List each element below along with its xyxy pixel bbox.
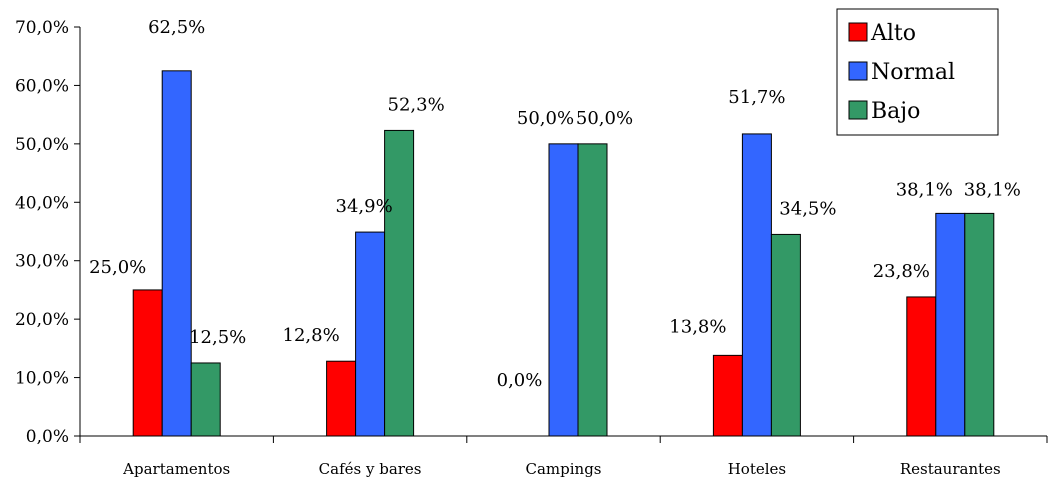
x-tick-label: Cafés y bares [319,460,422,478]
bar-normal [935,212,966,437]
bar-bajo [577,143,608,437]
bar-normal [741,133,772,437]
y-axis: 0,0% 10,0% 20,0% 30,0% 40,0% 50,0% 60,0% 70,0% [15,18,81,447]
bar-normal [355,231,386,437]
bar-bajo [964,212,995,437]
data-label: 62,5% [148,17,205,38]
legend-label: Alto [870,21,916,46]
x-axis: Apartamentos Cafés y bares Campings Hoteles… [79,435,1048,478]
bar-normal [161,70,192,437]
y-tick-label: 10,0% [15,369,69,389]
legend: Alto Normal Bajo [836,8,999,136]
data-label: 38,1% [896,179,953,200]
y-tick-label: 40,0% [15,193,69,213]
data-label: 38,1% [964,179,1021,200]
y-tick-label: 30,0% [15,252,69,272]
bar-normal [548,143,579,437]
data-label: 50,0% [576,108,633,129]
y-tick-label: 60,0% [15,76,69,96]
data-label: 0,0% [497,370,543,391]
bars [132,70,995,437]
bar-alto [132,289,163,437]
legend-swatch-alto [848,22,868,42]
data-label: 34,5% [779,198,836,219]
data-label: 34,9% [336,196,393,217]
data-label: 50,0% [517,108,574,129]
legend-swatch-normal [848,61,868,81]
bar-alto [906,296,937,437]
x-tick-label: Apartamentos [122,460,230,478]
x-tick-label: Restaurantes [900,460,1001,478]
data-label: 23,8% [873,261,930,282]
bar-bajo [770,233,801,437]
data-label: 13,8% [669,316,726,337]
legend-swatch-bajo [848,100,868,120]
x-tick-label: Campings [525,460,601,478]
x-tick-label: Hoteles [728,460,786,478]
bar-bajo [190,362,221,437]
data-label: 51,7% [728,87,785,108]
legend-label: Normal [871,60,955,85]
y-tick-label: 20,0% [15,310,69,330]
legend-label: Bajo [871,99,920,124]
y-tick-label: 0,0% [26,427,69,447]
data-label: 52,3% [388,94,445,115]
y-tick-label: 70,0% [15,18,69,38]
bar-alto [326,360,357,437]
bar-bajo [384,129,415,437]
data-label: 12,8% [283,325,340,346]
bar-alto [712,354,743,437]
data-label: 12,5% [189,327,246,348]
data-label: 25,0% [89,257,146,278]
y-tick-label: 50,0% [15,135,69,155]
data-labels: 25,0%62,5%12,5% 12,8%34,9%52,3%0,0%50,0% 5… [89,17,1021,391]
